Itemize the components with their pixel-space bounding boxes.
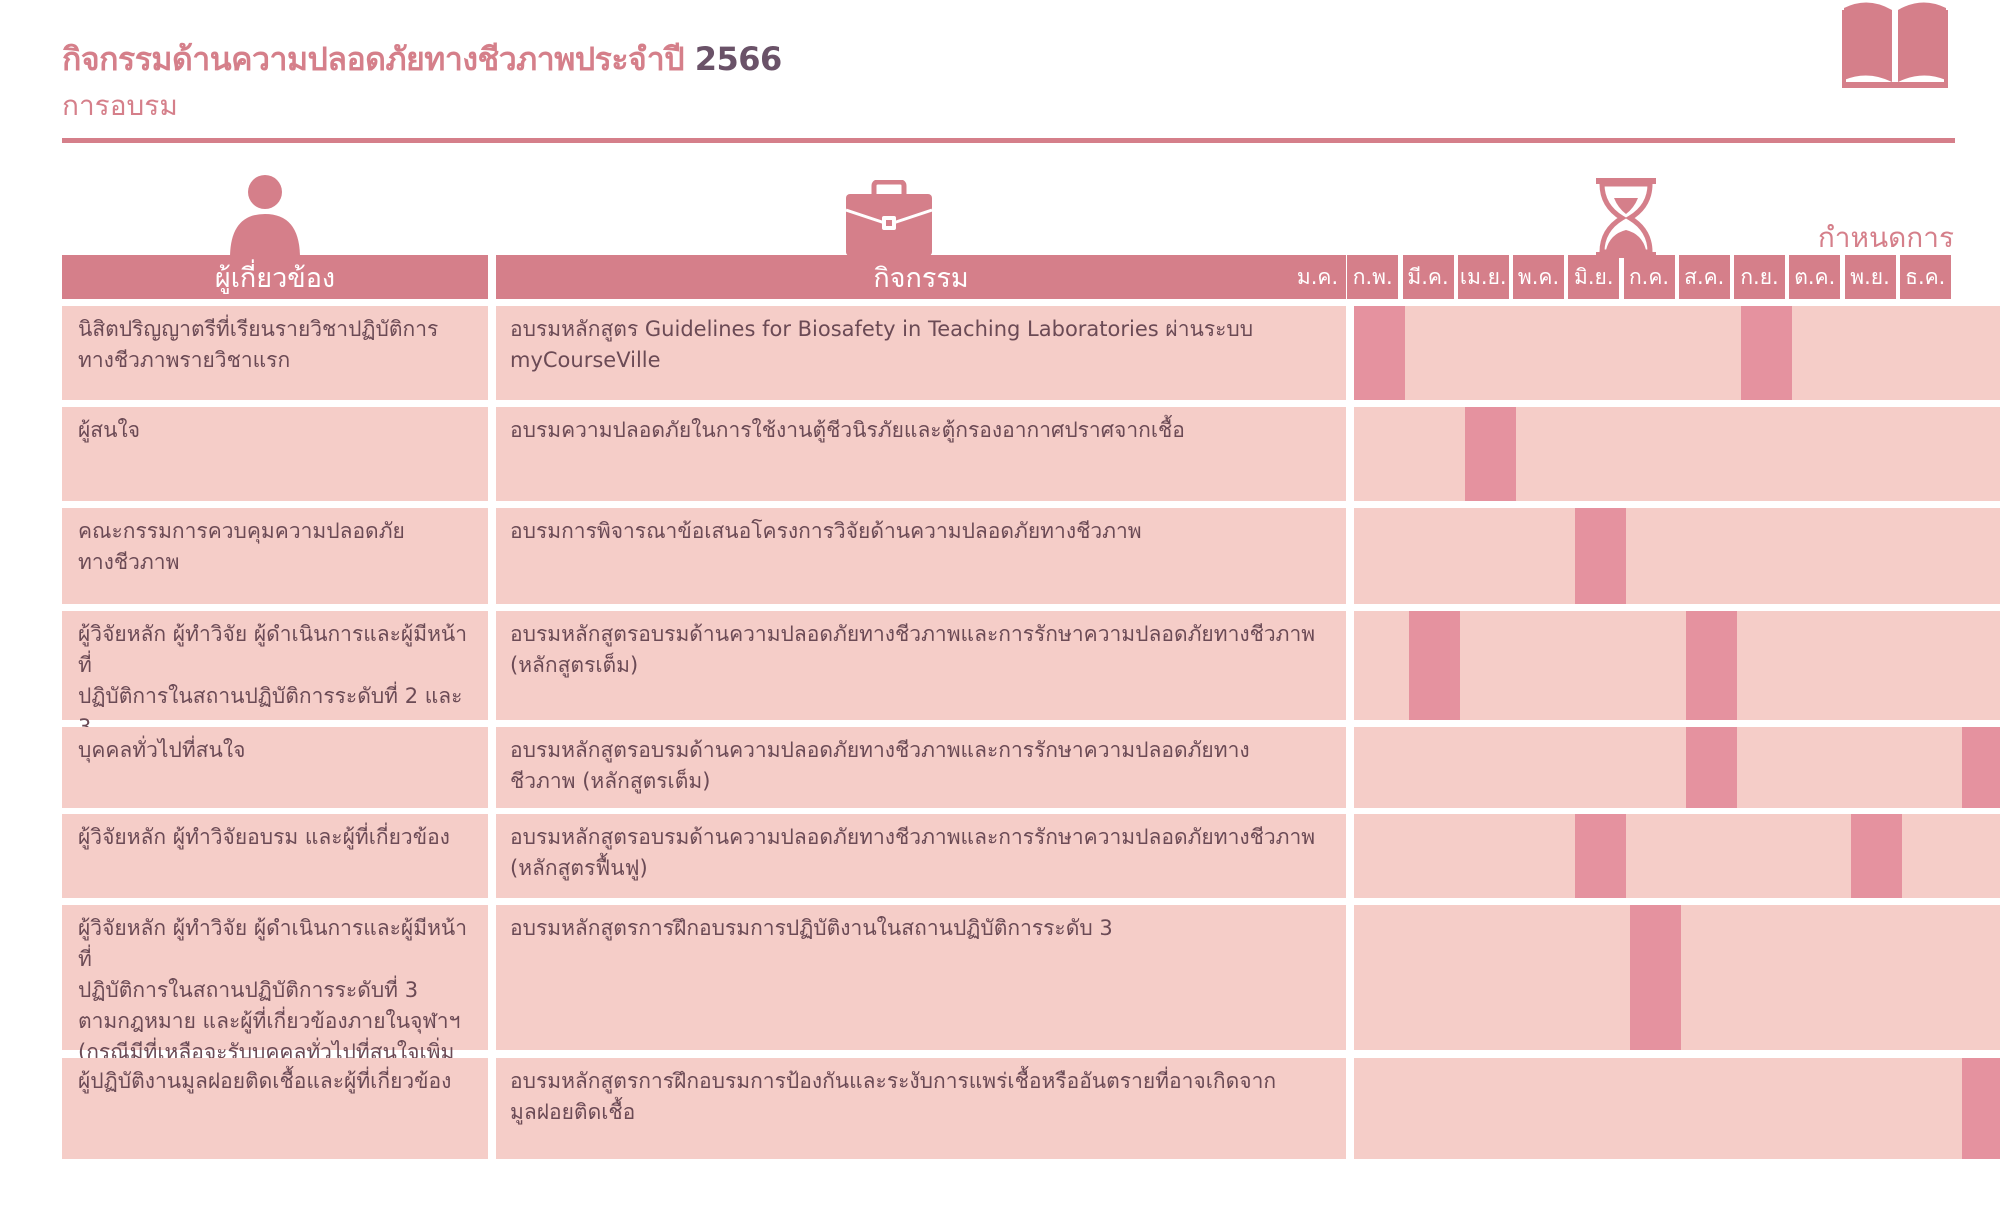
briefcase-icon — [846, 180, 932, 256]
cell-stakeholder: คณะกรรมการควบคุมความปลอดภัย ทางชีวภาพ — [62, 508, 488, 604]
schedule-bar-ก.ค. — [1685, 727, 1737, 808]
month-header: มิ.ย. — [1568, 255, 1620, 299]
schedule-bar-ธ.ค. — [1961, 1058, 2000, 1159]
column-header-who: ผู้เกี่ยวข้อง — [62, 255, 488, 299]
month-header: ม.ค. — [1292, 255, 1343, 299]
person-icon — [230, 175, 300, 258]
schedule-bar-ก.พ. — [1409, 611, 1461, 720]
cell-stakeholder: ผู้วิจัยหลัก ผู้ทำวิจัย ผู้ดำเนินการและผ… — [62, 905, 488, 1095]
cell-stakeholder: บุคคลทั่วไปที่สนใจ — [62, 727, 488, 808]
month-header: มี.ค. — [1402, 255, 1454, 299]
table-row: ผู้วิจัยหลัก ผู้ทำวิจัยอบรม และผู้ที่เกี… — [62, 814, 2000, 898]
cell-timeline — [1354, 407, 2000, 501]
cell-activity: อบรมหลักสูตรอบรมด้านความปลอดภัยทางชีวภาพ… — [496, 727, 1346, 808]
month-header: ต.ค. — [1789, 255, 1841, 299]
schedule-bar-พ.ค. — [1575, 814, 1626, 898]
cell-stakeholder: ผู้วิจัยหลัก ผู้ทำวิจัย ผู้ดำเนินการและผ… — [62, 611, 488, 770]
cell-timeline — [1354, 306, 2000, 400]
schedule-bar-ต.ค. — [1851, 814, 1903, 898]
cell-activity: อบรมหลักสูตรการฝึกอบรมการป้องกันและระงับ… — [496, 1058, 1346, 1159]
table-row: ผู้วิจัยหลัก ผู้ทำวิจัย ผู้ดำเนินการและผ… — [62, 611, 2000, 770]
column-header-activity: กิจกรรม — [496, 255, 1346, 299]
schedule-bar-ม.ค. — [1354, 306, 1405, 400]
month-header: พ.ย. — [1844, 255, 1896, 299]
title-text: กิจกรรมด้านความปลอดภัยทางชีวภาพประจำปี — [62, 40, 685, 78]
cell-activity: อบรมความปลอดภัยในการใช้งานตู้ชีวนิรภัยแล… — [496, 407, 1346, 501]
hourglass-icon — [1596, 178, 1656, 258]
cell-stakeholder: ผู้สนใจ — [62, 407, 488, 501]
month-header: พ.ค. — [1513, 255, 1564, 299]
book-icon — [1842, 2, 1948, 88]
title-year: 2566 — [694, 40, 783, 78]
month-header: ธ.ค. — [1899, 255, 1951, 299]
table-row: บุคคลทั่วไปที่สนใจ อบรมหลักสูตรอบรมด้านคว… — [62, 727, 2000, 808]
cell-activity: อบรมหลักสูตรอบรมด้านความปลอดภัยทางชีวภาพ… — [496, 814, 1346, 898]
schedule-bar-ธ.ค. — [1961, 727, 2000, 808]
month-header: ก.พ. — [1347, 255, 1399, 299]
table-row: ผู้วิจัยหลัก ผู้ทำวิจัย ผู้ดำเนินการและผ… — [62, 905, 2000, 1095]
table-row: นิสิตปริญญาตรีที่เรียนรายวิชาปฏิบัติการ … — [62, 306, 2000, 400]
month-header: ก.ค. — [1623, 255, 1675, 299]
table-row: ผู้สนใจ อบรมความปลอดภัยในการใช้งานตู้ชีวน… — [62, 407, 2000, 501]
cell-timeline — [1354, 508, 2000, 604]
cell-activity: อบรมหลักสูตรอบรมด้านความปลอดภัยทางชีวภาพ… — [496, 611, 1346, 720]
cell-activity: อบรมการพิจารณาข้อเสนอโครงการวิจัยด้านควา… — [496, 508, 1346, 604]
schedule-bar-มิ.ย. — [1630, 905, 1682, 1050]
table-row: ผู้ปฏิบัติงานมูลฝอยติดเชื้อและผู้ที่เกี่… — [62, 1058, 2000, 1159]
table-row: คณะกรรมการควบคุมความปลอดภัย ทางชีวภาพ อบร… — [62, 508, 2000, 604]
cell-stakeholder: นิสิตปริญญาตรีที่เรียนรายวิชาปฏิบัติการ … — [62, 306, 488, 400]
cell-activity: อบรมหลักสูตรการฝึกอบรมการปฏิบัติงานในสถา… — [496, 905, 1346, 1050]
header-divider — [62, 138, 1955, 143]
cell-stakeholder: ผู้ปฏิบัติงานมูลฝอยติดเชื้อและผู้ที่เกี่… — [62, 1058, 488, 1159]
month-header: ส.ค. — [1678, 255, 1730, 299]
cell-timeline — [1354, 727, 2000, 808]
cell-stakeholder: ผู้วิจัยหลัก ผู้ทำวิจัยอบรม และผู้ที่เกี… — [62, 814, 488, 898]
schedule-bar-มี.ค. — [1464, 407, 1516, 501]
schedule-bar-ส.ค. — [1740, 306, 1792, 400]
page-title: กิจกรรมด้านความปลอดภัยทางชีวภาพประจำปี 2… — [62, 34, 782, 85]
page-subtitle: การอบรม — [62, 89, 178, 122]
cell-timeline — [1354, 814, 2000, 898]
schedule-bar-พ.ค. — [1575, 508, 1626, 604]
cell-timeline — [1354, 905, 2000, 1050]
schedule-label: กำหนดการ — [1817, 221, 1954, 254]
cell-activity: อบรมหลักสูตร Guidelines for Biosafety in… — [496, 306, 1346, 400]
schedule-bar-ก.ค. — [1685, 611, 1737, 720]
month-header: เม.ย. — [1457, 255, 1509, 299]
cell-timeline — [1354, 611, 2000, 720]
cell-timeline — [1354, 1058, 2000, 1159]
month-header: ก.ย. — [1734, 255, 1785, 299]
